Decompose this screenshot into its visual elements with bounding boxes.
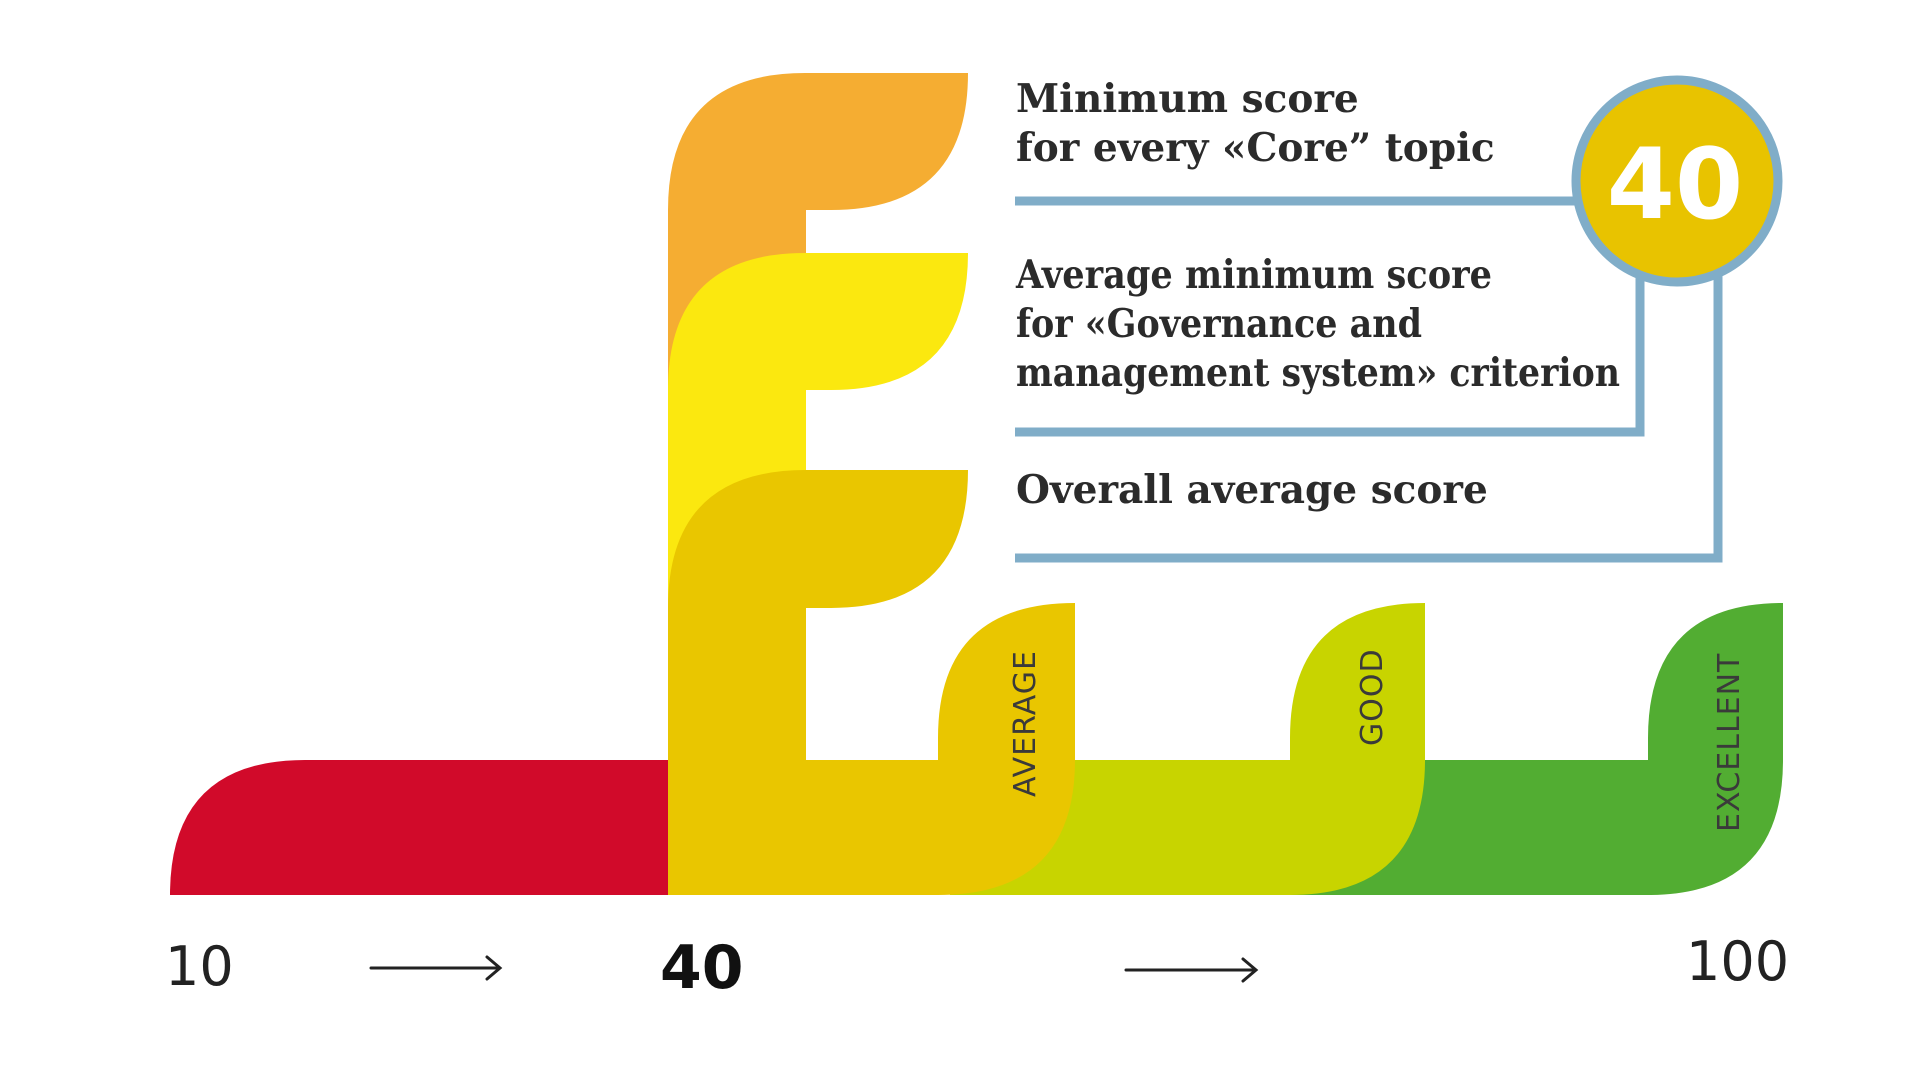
right-arrow-icon <box>1124 957 1259 983</box>
average-segment <box>668 470 1075 895</box>
overall-statement: Overall average score <box>1016 467 1488 513</box>
governance-statement: Average minimum score for «Governance an… <box>1015 252 1620 396</box>
core-statement: Minimum score for every «Core” topic <box>1016 76 1495 171</box>
overall-statement-line-1: Overall average score <box>1016 467 1488 513</box>
level-label-good: GOOD <box>1355 648 1390 746</box>
scale-threshold-label: 40 <box>660 933 744 1003</box>
red-segment <box>170 760 680 895</box>
score-badge: 40 <box>1571 75 1783 287</box>
level-label-excellent: EXCELLENT <box>1712 653 1747 832</box>
good-segment <box>950 603 1425 895</box>
governance-statement-line-1: Average minimum score <box>1015 252 1492 298</box>
scale-min-label: 10 <box>165 935 234 998</box>
governance-connector <box>1015 272 1645 437</box>
scale-max-label: 100 <box>1686 930 1789 993</box>
badge-circle <box>1571 75 1783 287</box>
governance-statement-line-2: for «Governance and <box>1016 301 1422 347</box>
badge-value: 40 <box>1607 128 1743 242</box>
connector-lines <box>1015 196 1723 563</box>
governance-statement-line-3: management system» criterion <box>1016 350 1620 396</box>
core-statement-line-2: for every «Core” topic <box>1016 125 1495 171</box>
overall-connector <box>1015 272 1723 563</box>
core-statement-line-1: Minimum score <box>1016 76 1359 122</box>
right-arrow-icon <box>369 955 503 981</box>
level-label-average: AVERAGE <box>1008 650 1043 797</box>
